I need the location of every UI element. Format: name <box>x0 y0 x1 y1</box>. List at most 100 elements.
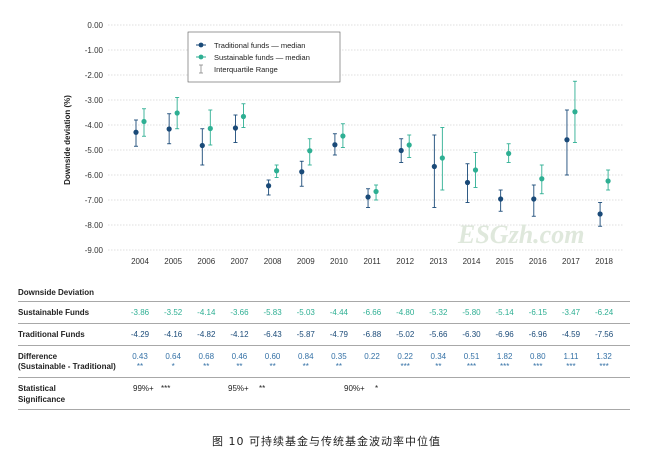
table-cell: 0.43 <box>132 352 148 361</box>
x-tick-label: 2018 <box>595 257 613 266</box>
table-cell: 0.22 <box>364 352 380 361</box>
table-cell: -4.14 <box>197 308 216 317</box>
median-point <box>199 142 205 149</box>
table-cell: *** <box>566 362 576 371</box>
table-cell: -4.79 <box>329 330 348 339</box>
x-tick-label: 2004 <box>131 257 149 266</box>
x-tick-label: 2013 <box>429 257 447 266</box>
table-cell: ** <box>435 362 442 371</box>
table-cell: 0.35 <box>331 352 347 361</box>
legend-iqr-label: Interquartile Range <box>214 65 278 74</box>
table-cell: 1.32 <box>596 352 612 361</box>
table-title: Downside Deviation <box>18 288 95 297</box>
y-tick-label: -8.00 <box>85 221 104 230</box>
median-point <box>572 109 578 115</box>
table-cell: -5.66 <box>429 330 448 339</box>
x-tick-label: 2009 <box>297 257 315 266</box>
significance-row-sublabel: Significance <box>18 395 66 404</box>
table-cell: -6.43 <box>263 330 282 339</box>
x-tick-label: 2017 <box>562 257 580 266</box>
significance-level: 90%+ <box>344 384 365 393</box>
x-tick-label: 2006 <box>197 257 215 266</box>
table-cell: *** <box>599 362 609 371</box>
table-cell: -4.44 <box>329 308 348 317</box>
table-cell: -5.02 <box>396 330 415 339</box>
table-cell: -6.24 <box>594 308 614 317</box>
y-tick-label: -7.00 <box>85 196 104 205</box>
legend-traditional-marker <box>198 42 204 48</box>
table-cell: ** <box>302 362 309 371</box>
median-point <box>141 118 147 125</box>
y-tick-label: -6.00 <box>85 171 104 180</box>
median-point <box>232 125 239 131</box>
median-point <box>498 196 504 202</box>
table-cell: -4.82 <box>197 330 216 339</box>
median-point <box>266 183 272 189</box>
y-tick-label: -1.00 <box>85 46 104 55</box>
downside-deviation-chart: 0.00 -1.00 -2.00 -3.00 -4.00 -5.00 -6.00 -7.00 -… <box>63 21 624 266</box>
sustainable-row-label: Sustainable Funds <box>18 308 90 317</box>
table-cell: -6.96 <box>528 330 547 339</box>
median-point <box>406 142 412 148</box>
table-cell: 0.46 <box>231 352 248 361</box>
table-cell: -5.83 <box>263 308 282 317</box>
table-divider <box>18 377 630 378</box>
table-cell: ** <box>335 362 342 371</box>
table-cell: -3.86 <box>130 308 150 317</box>
traditional-row-label: Traditional Funds <box>18 330 85 339</box>
series-traditional <box>133 109 603 227</box>
table-cell: ** <box>236 362 243 371</box>
median-point <box>472 167 479 173</box>
table-cell: -6.66 <box>362 308 382 317</box>
median-point <box>539 176 545 182</box>
median-point <box>133 129 139 135</box>
legend-box <box>187 31 341 83</box>
x-tick-label: 2015 <box>496 257 514 266</box>
table-cell: *** <box>400 362 410 371</box>
chart-marks <box>133 80 611 227</box>
table-cell: 0.80 <box>530 352 546 361</box>
table-cell: ** <box>269 362 276 371</box>
table-cell: *** <box>499 362 510 371</box>
significance-stars: *** <box>161 384 171 393</box>
table-cell: -4.29 <box>130 330 150 339</box>
table-cell: -6.88 <box>362 330 382 339</box>
legend-sustainable-marker <box>198 54 204 60</box>
table-cell: 0.60 <box>264 352 281 361</box>
series-sustainable <box>141 80 611 201</box>
median-point <box>299 169 305 175</box>
difference-row-sublabel: (Sustainable - Traditional) <box>18 362 116 371</box>
median-point <box>332 142 338 148</box>
legend-traditional-label: Traditional funds — median <box>214 41 305 50</box>
chart-gridlines <box>108 24 624 251</box>
median-point <box>174 110 180 116</box>
table-divider <box>18 409 630 410</box>
significance-row-label: Statistical <box>18 384 56 393</box>
figure-caption: 图 10 可持续基金与传统基金波动率中位值 <box>212 435 441 448</box>
table-cell: *** <box>533 362 543 371</box>
table-cell: 0.68 <box>198 352 215 361</box>
legend-sustainable-label: Sustainable funds — median <box>214 53 310 62</box>
median-point <box>307 148 313 154</box>
median-point <box>431 163 437 170</box>
legend: Traditional funds — median Sustainable f… <box>187 31 341 83</box>
median-point <box>365 194 371 200</box>
y-tick-label: -4.00 <box>85 121 104 130</box>
table-cell: *** <box>466 362 477 371</box>
table-cell: -4.16 <box>164 330 183 339</box>
table-divider <box>18 301 630 302</box>
table-cell: -5.80 <box>462 308 481 317</box>
significance-stars: ** <box>259 384 266 393</box>
table-cell: -6.30 <box>462 330 481 339</box>
median-point <box>464 179 471 186</box>
median-point <box>398 147 404 154</box>
x-tick-label: 2008 <box>264 257 282 266</box>
table-cell: 0.22 <box>397 352 413 361</box>
table-cell: 0.64 <box>165 352 181 361</box>
significance-level: 99%+ <box>133 384 154 393</box>
median-point <box>340 133 346 139</box>
median-point <box>439 155 445 161</box>
y-tick-label: -9.00 <box>85 246 104 255</box>
median-point <box>240 113 247 120</box>
legend-iqr-icon <box>199 64 203 74</box>
